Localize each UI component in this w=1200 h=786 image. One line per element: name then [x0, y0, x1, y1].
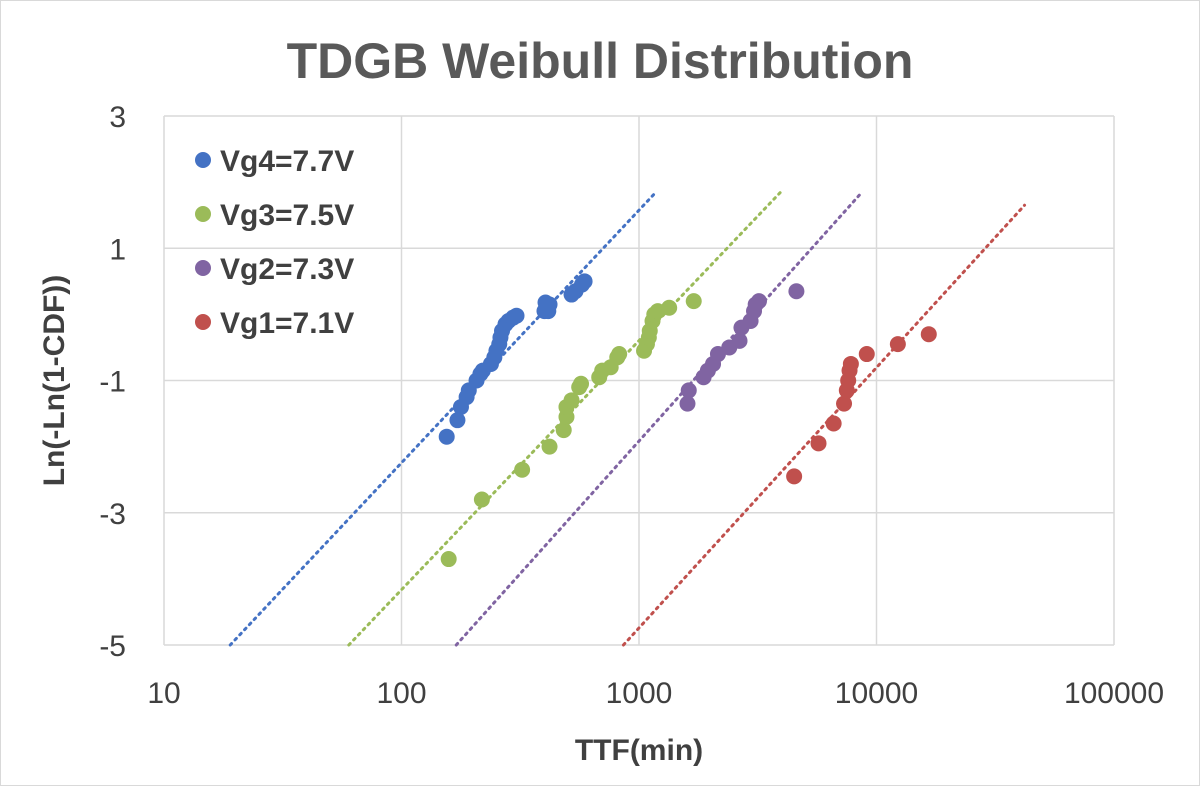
data-point [825, 415, 842, 432]
data-point [555, 422, 572, 439]
legend-label: Vg4=7.7V [220, 145, 354, 178]
data-point [541, 296, 558, 313]
data-point [680, 382, 697, 399]
data-point [440, 551, 457, 568]
data-point [508, 307, 525, 324]
y-tick-label: -3 [99, 498, 126, 531]
x-tick-label: 100 [376, 677, 426, 710]
y-tick-label: 1 [109, 233, 126, 266]
data-point [438, 428, 455, 445]
trendline [454, 190, 864, 647]
data-point [514, 461, 531, 478]
data-point [449, 412, 466, 429]
data-point [920, 326, 937, 343]
y-tick-label: -5 [99, 630, 126, 663]
x-tick-label: 10 [147, 677, 180, 710]
data-point [731, 332, 748, 349]
data-point [541, 438, 558, 455]
data-point [611, 346, 628, 363]
y-tick-label: 3 [109, 101, 126, 134]
data-point [842, 355, 859, 372]
data-point [473, 491, 490, 508]
trendline [621, 203, 1027, 647]
legend-marker [195, 260, 211, 276]
data-point [750, 293, 767, 310]
data-point [786, 468, 803, 485]
x-tick-label: 1000 [606, 677, 673, 710]
data-point [563, 392, 580, 409]
y-axis-title: Ln(-Ln(1-CDF)) [38, 275, 71, 487]
data-point [836, 395, 853, 412]
legend-label: Vg3=7.5V [220, 199, 354, 232]
trendline [228, 190, 658, 647]
legend-label: Vg1=7.1V [220, 307, 354, 340]
chart-title: TDGB Weibull Distribution [286, 33, 914, 89]
data-point [679, 395, 696, 412]
y-tick-label: -1 [99, 366, 126, 399]
x-axis-title: TTF(min) [575, 734, 703, 767]
data-point [810, 435, 827, 452]
data-point [576, 273, 593, 290]
x-tick-label: 10000 [835, 677, 918, 710]
data-point [661, 299, 678, 316]
data-point [788, 283, 805, 300]
legend-label: Vg2=7.3V [220, 253, 354, 286]
data-point [889, 336, 906, 353]
data-point [685, 293, 702, 310]
legend-marker [195, 314, 211, 330]
data-point [858, 346, 875, 363]
data-point [573, 375, 590, 392]
trendline [347, 190, 783, 647]
legend-marker [195, 206, 211, 222]
legend-marker [195, 152, 211, 168]
x-tick-label: 100000 [1064, 677, 1164, 710]
